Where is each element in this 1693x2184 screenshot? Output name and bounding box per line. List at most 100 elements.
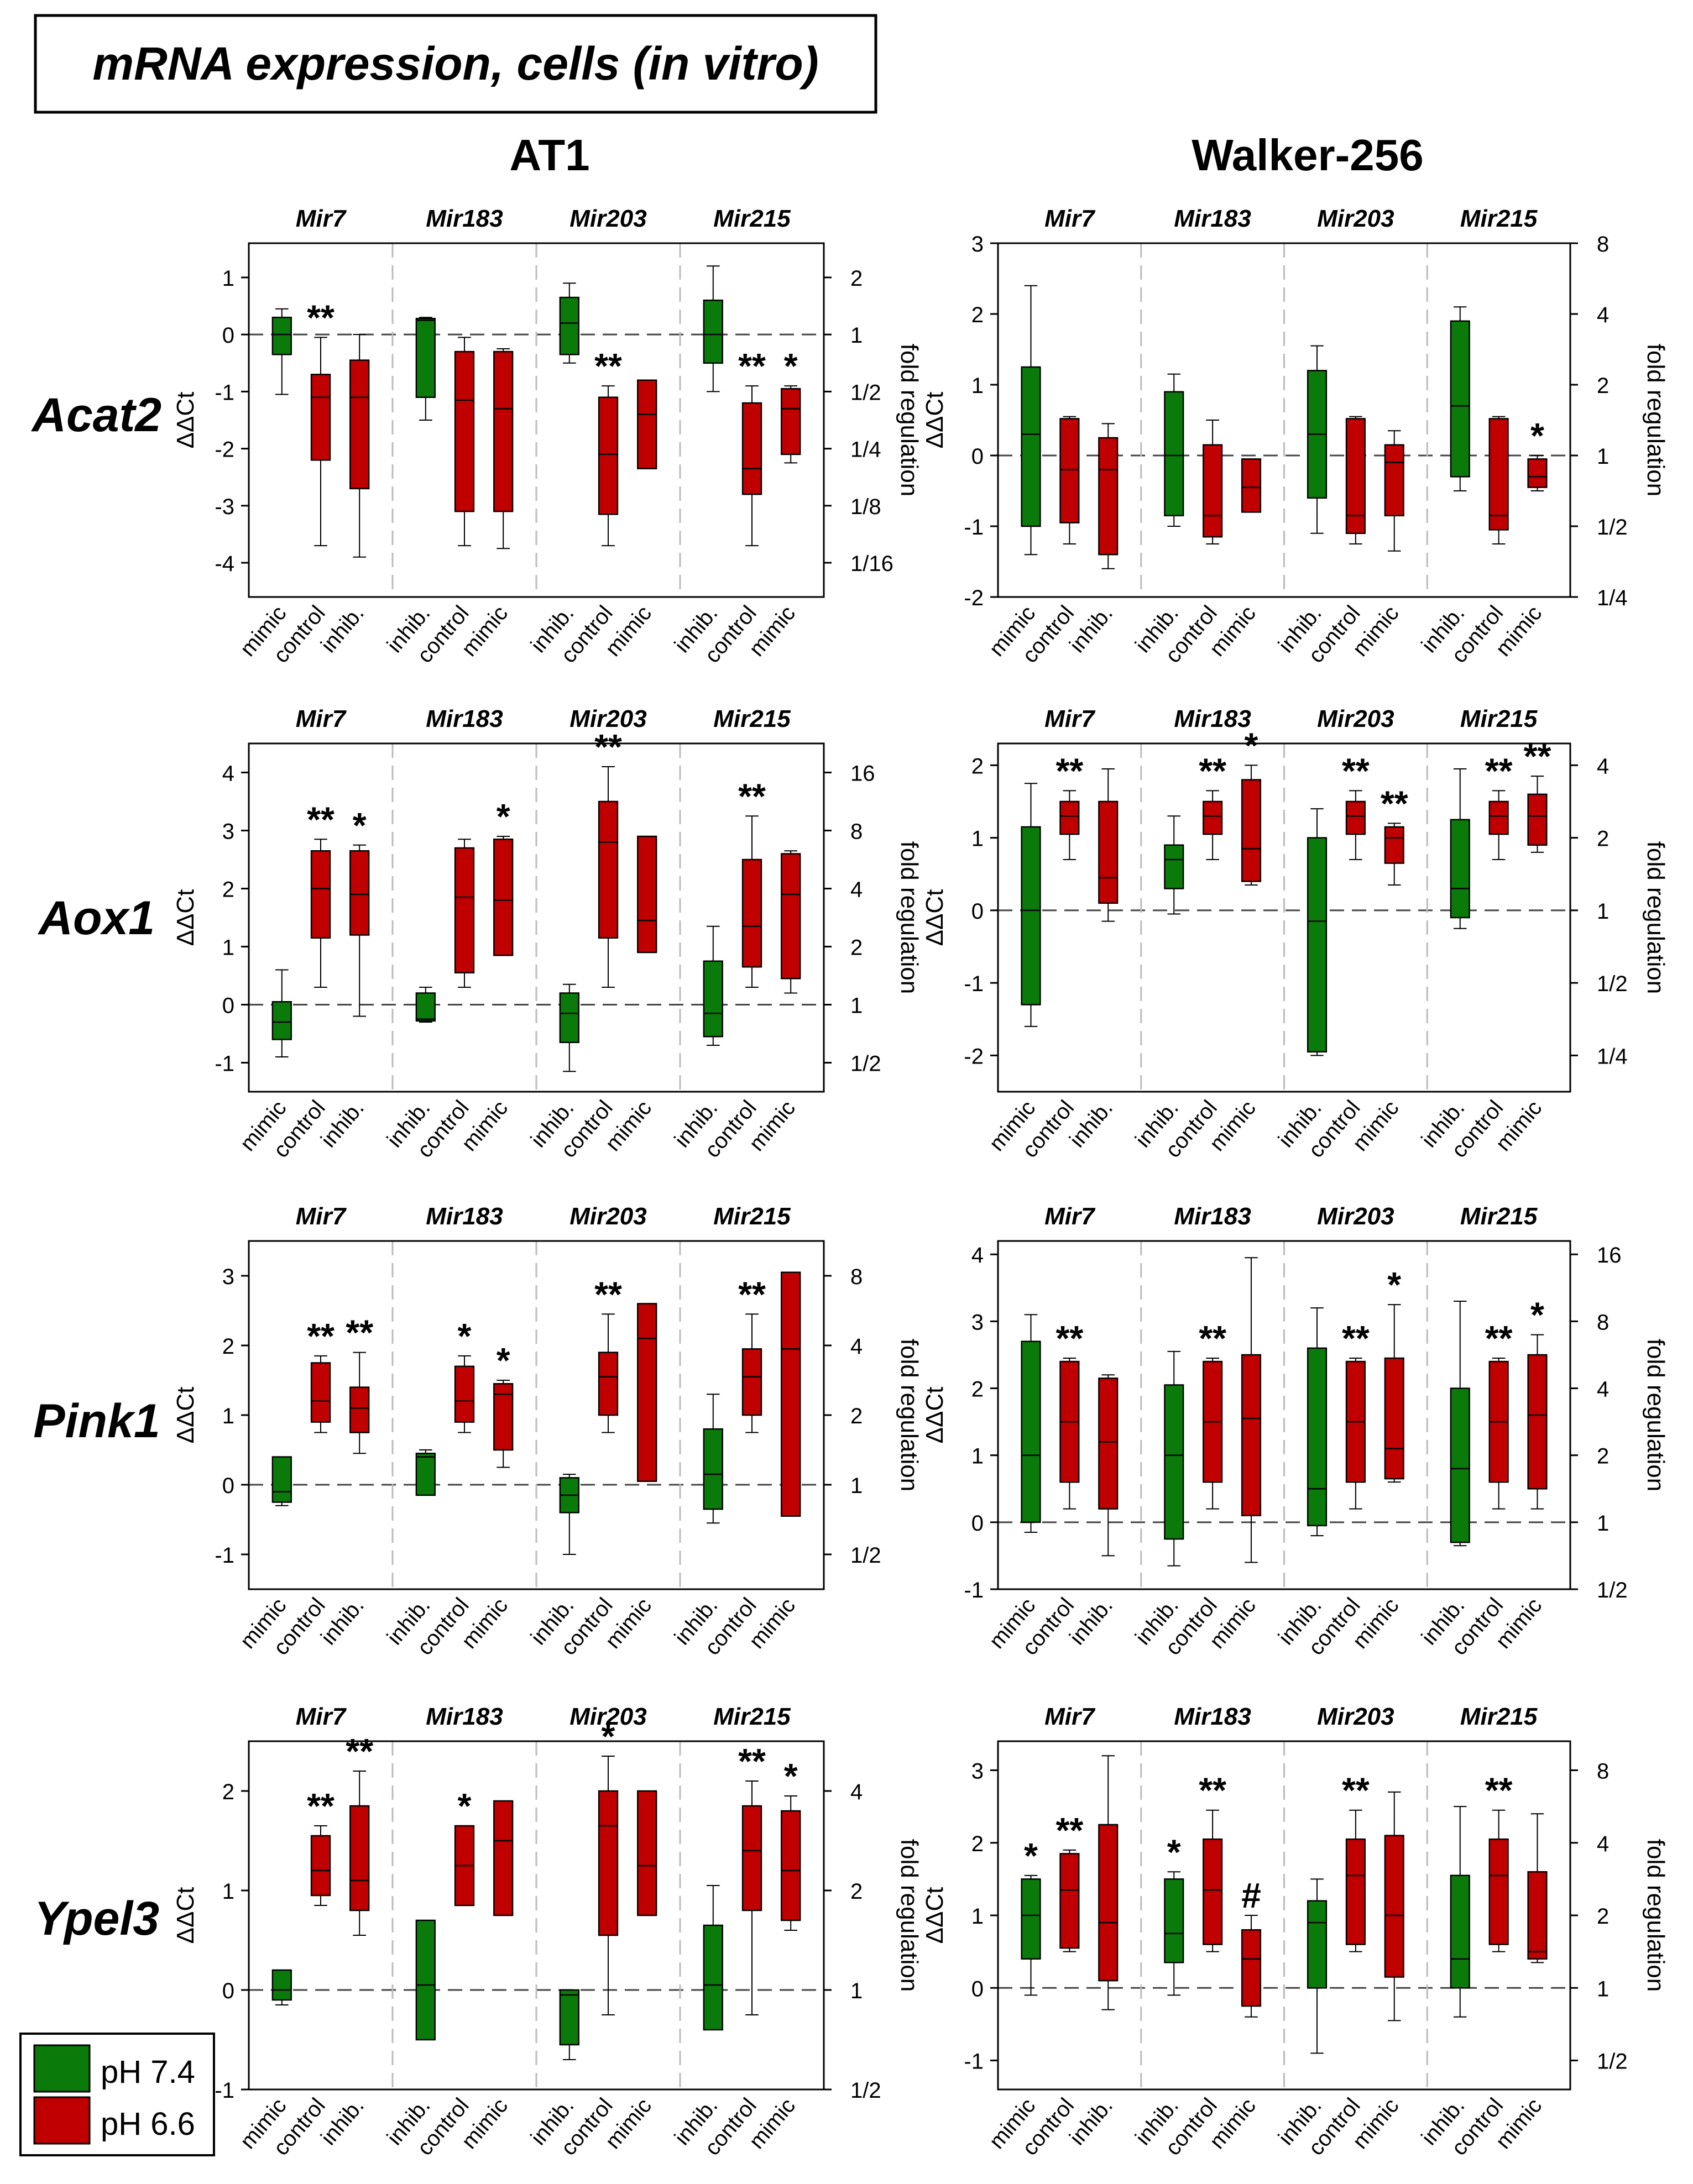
significance-mark: * <box>1530 1295 1544 1335</box>
left-tick-label: 0 <box>971 444 984 469</box>
right-tick-label: 1/2 <box>1597 515 1628 540</box>
right-tick-label: 1 <box>1597 1511 1609 1536</box>
box-mimic <box>781 1271 801 1517</box>
mirna-title: Mir183 <box>1174 1203 1251 1230</box>
box-mimic <box>1384 1357 1404 1480</box>
mirna-title: Mir203 <box>569 1203 646 1230</box>
right-tick-label: 1 <box>850 323 863 348</box>
right-axis-title: fold regulation <box>896 1839 923 1992</box>
box-control <box>741 1805 762 1911</box>
right-tick-label: 1 <box>850 1979 863 2003</box>
mirna-title: Mir203 <box>1317 1703 1394 1730</box>
mirna-title: Mir183 <box>426 1703 503 1730</box>
significance-mark: * <box>1167 1832 1181 1872</box>
right-axis-title: fold regulation <box>1642 1839 1669 1992</box>
significance-mark: ** <box>1199 1318 1226 1358</box>
box-mimic <box>1384 444 1404 517</box>
right-tick-label: 1/4 <box>850 438 881 462</box>
category-label: inhib. <box>316 1096 369 1153</box>
left-tick-label: 1 <box>971 827 984 851</box>
right-tick-label: 1 <box>1597 899 1609 924</box>
category-label: inhib. <box>1065 1594 1117 1650</box>
right-tick-label: 2 <box>850 936 863 960</box>
box-inhib <box>1164 1878 1184 1963</box>
significance-mark: ** <box>1381 783 1408 823</box>
left-axis-title: ΔΔCt <box>921 889 948 946</box>
significance-mark: ** <box>594 1274 622 1314</box>
left-tick-label: 2 <box>971 303 984 327</box>
category-label: inhib. <box>1065 2094 1117 2150</box>
left-tick-label: 0 <box>971 1977 984 2001</box>
mirna-title: Mir7 <box>1044 205 1096 232</box>
box-inhib <box>415 992 436 1022</box>
significance-mark: * <box>497 1340 510 1380</box>
category-label: inhib. <box>1065 1096 1117 1153</box>
box-inhib <box>703 1924 723 2031</box>
significance-mark: ** <box>1342 1771 1370 1810</box>
right-tick-label: 4 <box>1597 303 1609 327</box>
plot-frame <box>997 242 1571 598</box>
box-inhib <box>1164 844 1184 889</box>
left-tick-label: -1 <box>964 1578 984 1602</box>
column-title-walker: Walker-256 <box>1192 130 1424 180</box>
significance-mark: * <box>353 805 367 845</box>
box-mimic <box>781 1810 801 1921</box>
mirna-title: Mir215 <box>713 205 791 232</box>
panel-Acat2-AT1: 1 0 -1 -2 -3 -4 2 1 1/2 1/4 1/8 1/16 ΔΔCt fold regula… <box>172 205 923 668</box>
significance-mark: ** <box>1485 1318 1513 1358</box>
box-mimic <box>781 853 801 980</box>
box-mimic <box>1241 458 1262 513</box>
left-tick-label: 2 <box>222 1780 234 1804</box>
category-label: inhib. <box>316 601 369 658</box>
significance-mark: * <box>458 1316 472 1356</box>
box-control <box>741 858 762 968</box>
significance-mark: * <box>497 797 510 836</box>
category-label: inhib. <box>316 2094 369 2150</box>
box-control <box>1345 418 1366 535</box>
box-control <box>1203 800 1223 835</box>
plot-frame <box>248 1740 825 2091</box>
box-inhib <box>703 299 723 364</box>
box-mimic <box>637 379 657 469</box>
box-mimic <box>637 1303 657 1482</box>
right-tick-label: 16 <box>1597 1243 1622 1268</box>
box-mimic <box>1527 1354 1548 1490</box>
box-inhib <box>703 1428 723 1510</box>
box-inhib <box>1307 837 1328 1053</box>
legend-swatch-ph74 <box>33 2044 91 2093</box>
box-control <box>310 850 331 939</box>
right-tick-label: 1 <box>1597 444 1609 469</box>
left-tick-label: -3 <box>215 495 234 519</box>
significance-mark: ** <box>307 297 335 337</box>
significance-mark: ** <box>307 799 335 839</box>
box-control <box>454 1365 475 1423</box>
left-tick-label: -1 <box>964 972 984 996</box>
left-tick-label: 1 <box>222 1404 234 1428</box>
box-mimic <box>1527 793 1548 846</box>
left-tick-label: 2 <box>222 1334 234 1359</box>
box-mimic <box>493 350 514 512</box>
significance-mark: ** <box>1485 1771 1513 1810</box>
right-tick-label: 8 <box>1597 1759 1609 1784</box>
right-tick-label: 4 <box>850 1334 863 1359</box>
significance-mark: * <box>784 346 798 386</box>
left-tick-label: -1 <box>215 1543 234 1568</box>
box-inhib <box>349 1805 370 1911</box>
mirna-title: Mir203 <box>1317 1203 1394 1230</box>
right-tick-label: 1/2 <box>1597 972 1628 996</box>
left-tick-label: 0 <box>971 1511 984 1536</box>
right-axis-title: fold regulation <box>1642 1339 1669 1491</box>
box-mimic <box>271 1001 292 1040</box>
box-control <box>454 350 475 512</box>
mirna-title: Mir7 <box>296 205 347 232</box>
significance-mark: ** <box>1342 751 1370 790</box>
significance-mark: ** <box>1055 1810 1083 1850</box>
box-inhib <box>1098 1824 1119 1982</box>
left-tick-label: 3 <box>971 232 984 256</box>
right-tick-label: 8 <box>850 1265 863 1289</box>
box-mimic <box>1384 1835 1404 1978</box>
right-tick-label: 4 <box>850 878 863 902</box>
